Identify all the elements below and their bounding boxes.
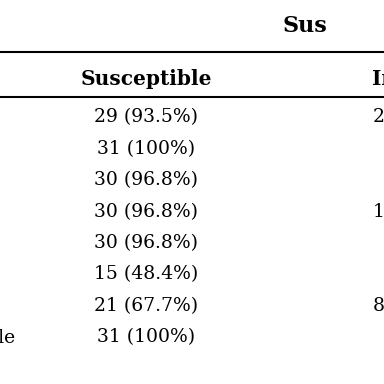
Text: Int: Int — [372, 69, 384, 89]
Text: 8: 8 — [372, 297, 384, 315]
Text: 31 (100%): 31 (100%) — [97, 140, 195, 157]
Text: 1: 1 — [372, 203, 384, 220]
Text: 21 (67.7%): 21 (67.7%) — [94, 297, 198, 315]
Text: 2: 2 — [372, 108, 384, 126]
Text: Sus: Sus — [282, 15, 327, 37]
Text: 29 (93.5%): 29 (93.5%) — [94, 108, 198, 126]
Text: 31 (100%): 31 (100%) — [97, 329, 195, 346]
Text: 15 (48.4%): 15 (48.4%) — [94, 266, 198, 283]
Text: 30 (96.8%): 30 (96.8%) — [94, 203, 198, 220]
Text: Susceptible: Susceptible — [80, 69, 212, 89]
Text: 30 (96.8%): 30 (96.8%) — [94, 234, 198, 252]
Text: ole: ole — [0, 329, 15, 346]
Text: 30 (96.8%): 30 (96.8%) — [94, 171, 198, 189]
